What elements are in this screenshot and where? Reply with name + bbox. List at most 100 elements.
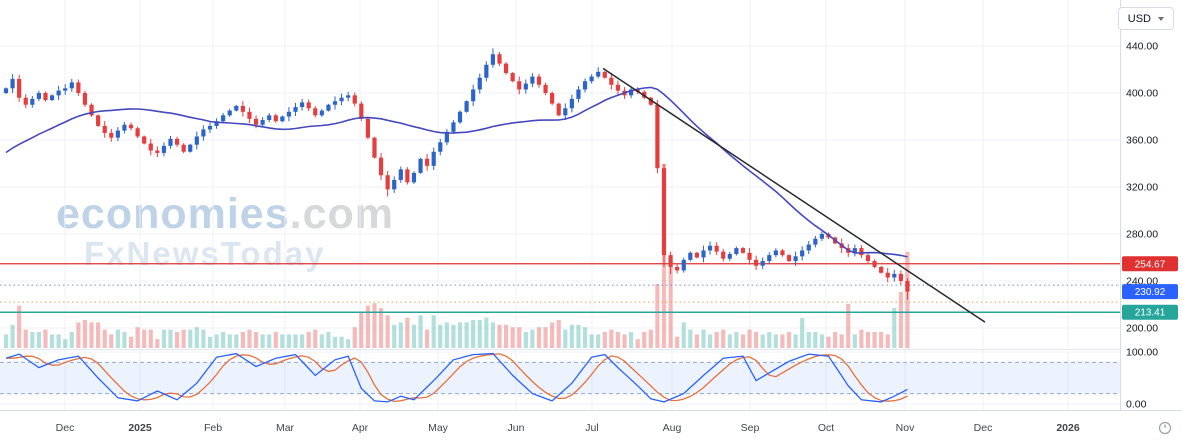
volume-bar xyxy=(793,334,798,348)
volume-bar xyxy=(36,332,41,348)
candle-body xyxy=(227,110,232,116)
candle-body xyxy=(49,95,55,101)
time-tick-label[interactable]: Jun xyxy=(508,422,525,434)
time-tick-label[interactable]: Sep xyxy=(741,422,760,434)
time-tick-label[interactable]: Oct xyxy=(818,422,834,434)
candle-body xyxy=(306,102,311,109)
volume-bar xyxy=(385,315,390,348)
candle-body xyxy=(642,91,647,98)
volume-bar xyxy=(615,332,621,348)
volume-bar xyxy=(740,334,746,348)
volume-bar xyxy=(359,312,364,348)
candle-body xyxy=(786,255,792,262)
volume-bar xyxy=(260,334,265,348)
time-tick-label[interactable]: May xyxy=(428,422,449,434)
volume-bar xyxy=(642,332,647,348)
stochastic-d-line xyxy=(6,353,908,403)
price-badge-label: 230.92 xyxy=(1135,287,1166,298)
volume-bar xyxy=(352,327,357,348)
candle-body xyxy=(267,115,272,121)
candle-body xyxy=(589,76,594,82)
trendline[interactable] xyxy=(602,67,986,323)
candle-body xyxy=(648,97,653,105)
price-tick-label: 320.00 xyxy=(1126,182,1158,194)
volume-bar xyxy=(457,322,463,348)
candle-body xyxy=(740,248,746,253)
volume-bar xyxy=(819,334,825,348)
volume-bar xyxy=(675,336,680,348)
volume-bar xyxy=(115,329,120,348)
price-badge xyxy=(1122,284,1178,300)
volume-bar xyxy=(43,329,48,348)
volume-bar xyxy=(155,339,160,348)
price-tick-label: 400.00 xyxy=(1126,88,1158,100)
volume-bar xyxy=(497,324,502,348)
candle-body xyxy=(398,169,403,180)
candle-body xyxy=(438,142,443,152)
time-tick-label[interactable]: Apr xyxy=(352,422,369,434)
volume-bar xyxy=(846,304,851,348)
candle-body xyxy=(234,105,239,111)
volume-bar xyxy=(490,322,496,348)
candle-body xyxy=(69,82,74,89)
volume-bar xyxy=(707,334,713,348)
candle-body xyxy=(326,104,331,111)
candle-body xyxy=(510,73,515,82)
candle-body xyxy=(503,63,509,74)
candle-body xyxy=(582,81,588,90)
volume-bar xyxy=(701,329,706,348)
candle-body xyxy=(240,105,245,112)
volume-bar xyxy=(234,334,239,348)
ma-line[interactable] xyxy=(5,86,908,258)
candle-body xyxy=(477,77,482,90)
volume-bar xyxy=(688,329,693,348)
volume-bar xyxy=(668,260,673,348)
time-tick-label[interactable]: Aug xyxy=(663,422,682,434)
volume-bar xyxy=(300,334,305,348)
candle-body xyxy=(17,78,22,98)
volume-bar xyxy=(523,332,528,348)
candle-body xyxy=(43,93,48,101)
time-axis[interactable] xyxy=(0,410,1182,446)
candle-body xyxy=(813,238,818,245)
volume-bar xyxy=(550,322,555,348)
volume-bar xyxy=(503,324,509,348)
volume-bar xyxy=(3,334,9,348)
price-axis[interactable] xyxy=(1120,34,1182,410)
time-tick-label[interactable]: Mar xyxy=(276,422,295,434)
candle-body xyxy=(615,84,621,91)
candle-body xyxy=(661,168,667,256)
candle-body xyxy=(102,125,107,133)
volume-bar xyxy=(247,329,252,348)
time-tick-label[interactable]: Dec xyxy=(56,422,75,434)
axis-corner-clock-icon[interactable] xyxy=(1158,421,1172,435)
candle-body xyxy=(727,253,732,259)
time-tick-label[interactable]: 2026 xyxy=(1056,422,1080,434)
volume-bar xyxy=(813,332,818,348)
volume-bar xyxy=(484,317,489,348)
volume-bar xyxy=(411,324,417,348)
candle-body xyxy=(517,81,522,90)
currency-selector-button[interactable]: USD xyxy=(1117,7,1174,30)
volume-bar xyxy=(602,332,607,348)
oscillator-band xyxy=(0,362,1120,394)
volume-bar xyxy=(293,334,298,348)
volume-bar xyxy=(280,334,285,348)
volume-bar xyxy=(865,332,871,348)
volume-bar xyxy=(142,329,147,348)
volume-bar xyxy=(773,334,778,348)
candle-body xyxy=(767,255,772,262)
volume-bar xyxy=(754,332,759,348)
volume-bar xyxy=(569,324,574,348)
time-tick-label[interactable]: Nov xyxy=(896,422,915,434)
time-tick-label[interactable]: 2025 xyxy=(128,422,152,434)
time-tick-label[interactable]: Dec xyxy=(974,422,993,434)
volume-bar xyxy=(49,334,55,348)
time-tick-label[interactable]: Feb xyxy=(204,422,222,434)
volume-bar xyxy=(563,329,568,348)
candle-body xyxy=(89,104,94,116)
candle-body xyxy=(721,251,726,259)
candle-body xyxy=(536,76,542,85)
time-tick-label[interactable]: Jul xyxy=(585,422,598,434)
